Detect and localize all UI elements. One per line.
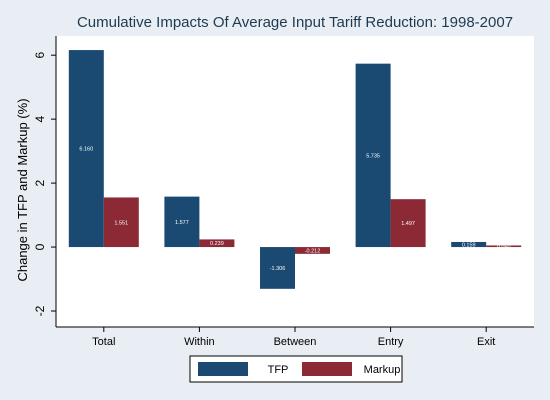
legend-label-tfp: TFP (268, 364, 289, 376)
y-tick-label: 0 (33, 243, 47, 250)
y-tick-label: 2 (33, 179, 47, 186)
legend: TFP Markup (189, 355, 403, 383)
x-tick-label: Exit (477, 336, 495, 348)
legend-swatch-tfp (198, 362, 248, 376)
x-tick-label: Between (274, 336, 317, 348)
bar-tfp (260, 247, 295, 289)
legend-swatch-markup (302, 362, 352, 376)
bar-markup (486, 245, 522, 248)
data-label: 1.497 (401, 221, 415, 227)
x-tick-label: Total (92, 336, 115, 348)
x-tick-label: Entry (378, 336, 404, 348)
bar-tfp (451, 241, 487, 248)
bar-markup (390, 199, 426, 248)
data-label: 0.159 (462, 243, 476, 249)
x-tick-label: Within (184, 336, 215, 348)
bar-tfp (68, 50, 104, 248)
data-label: 1.551 (114, 220, 128, 226)
legend-label-markup: Markup (364, 364, 401, 376)
data-label: -0.212 (305, 248, 321, 254)
data-label: 0.050 (497, 244, 511, 250)
y-tick-label: 6 (33, 52, 47, 59)
bar-tfp (355, 63, 391, 248)
y-tick-label: -2 (33, 305, 47, 316)
data-label: 6.160 (79, 147, 93, 153)
y-axis-label: Change in TFP and Markup (%) (15, 98, 30, 281)
y-tick-label: 4 (33, 115, 47, 122)
data-label: 5.735 (366, 153, 380, 159)
data-label: 1.577 (175, 220, 189, 226)
chart-marks: -2 0 2 4 6 Total 6.160 1.551 Within 1.577 0.239 Bet… (33, 36, 534, 348)
bar-markup (199, 239, 235, 248)
data-label: -1.306 (270, 266, 286, 272)
bar-tfp (164, 196, 200, 248)
data-label: 0.239 (210, 241, 224, 247)
bar-markup (295, 247, 330, 254)
bar-markup (103, 197, 139, 248)
chart-title: Cumulative Impacts Of Average Input Tari… (77, 14, 513, 31)
